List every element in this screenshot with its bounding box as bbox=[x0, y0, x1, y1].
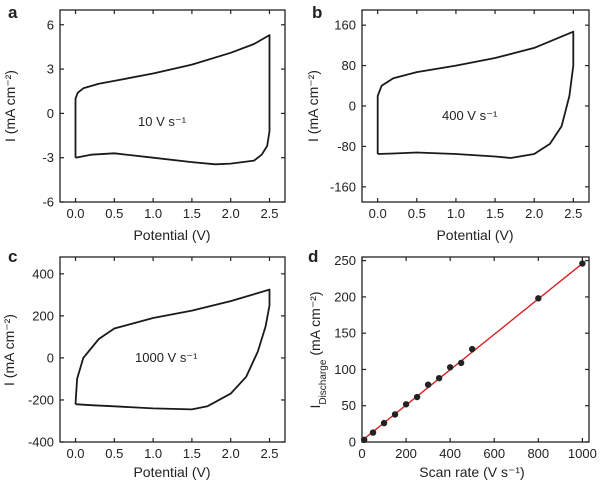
panel-d-data-point bbox=[361, 436, 368, 444]
panel-c-ytick-label: 400 bbox=[32, 266, 54, 281]
panel-d-data bbox=[361, 260, 586, 444]
panel-d-ylabel-main: I bbox=[307, 405, 323, 409]
panel-a-ticks: 0.0 0.5 1.0 1.5 2.0 2.5 -6 -3 0 3 6 bbox=[42, 10, 285, 221]
panel-a-ytick-label: 0 bbox=[47, 106, 54, 121]
panel-a-xtick-label: 1.5 bbox=[183, 206, 201, 221]
panel-d-data-point bbox=[535, 295, 542, 302]
panel-d-data-point bbox=[579, 260, 586, 267]
panel-c-xtick-label: 1.0 bbox=[144, 446, 162, 461]
panel-d-data-point bbox=[402, 401, 410, 408]
panel-c-frame bbox=[59, 256, 286, 443]
panel-a-ylabel: I (mA cm⁻²) bbox=[2, 70, 18, 142]
panel-d-ytick-label: 100 bbox=[334, 362, 356, 377]
panel-c-annotation: 1000 V s⁻¹ bbox=[135, 350, 198, 365]
panel-b-xtick-label: 2.0 bbox=[525, 206, 543, 221]
panel-b-ytick-label: -80 bbox=[337, 139, 356, 154]
panel-c-data bbox=[74, 288, 271, 411]
panel-b-xtick-label: 1.0 bbox=[447, 206, 465, 221]
panel-b-xlabel: Potential (V) bbox=[436, 227, 513, 243]
panel-d-ytick-label: 250 bbox=[334, 253, 356, 268]
panel-d-ytick-label: 50 bbox=[342, 398, 356, 413]
panel-b-xtick-label: 2.5 bbox=[564, 206, 582, 221]
panel-b-letter: b bbox=[312, 3, 322, 22]
panel-d-letter: d bbox=[308, 247, 318, 266]
panel-a-ytick-label: -6 bbox=[42, 195, 54, 210]
panel-c-cv-curve bbox=[74, 288, 271, 411]
panel-b-ytick-label: 80 bbox=[342, 58, 356, 73]
panel-d-xtick-label: 400 bbox=[439, 446, 461, 461]
panel-d-data-point bbox=[446, 364, 454, 371]
panel-a-xlabel: Potential (V) bbox=[133, 227, 210, 243]
panel-b-xtick-label: 0.5 bbox=[408, 206, 426, 221]
panel-c-xtick-label: 2.5 bbox=[260, 446, 278, 461]
panel-a-xtick-label: 0.5 bbox=[105, 206, 123, 221]
panel-d-frame bbox=[361, 256, 590, 443]
panel-d-xtick-label: 600 bbox=[483, 446, 505, 461]
panel-d-data-point bbox=[413, 393, 421, 401]
panel-a-cv-curve bbox=[74, 34, 271, 166]
panel-b-ytick-label: -160 bbox=[330, 179, 356, 194]
panel-b-ytick-label: 160 bbox=[334, 18, 356, 33]
panel-c: c 0.0 0.5 1.0 1.5 2.0 2.5 -400 -200 0 200 400 1000… bbox=[1, 247, 286, 480]
panel-a-frame bbox=[59, 9, 286, 203]
panel-c-xtick-label: 0.0 bbox=[66, 446, 84, 461]
panel-c-xtick-label: 1.5 bbox=[183, 446, 201, 461]
panel-a-letter: a bbox=[8, 3, 18, 22]
panel-d-ytick-label: 150 bbox=[334, 326, 356, 341]
panel-c-ytick-label: -400 bbox=[28, 435, 54, 450]
panel-a-ytick-label: -3 bbox=[42, 150, 54, 165]
panel-d-ytick-label: 200 bbox=[334, 289, 356, 304]
panel-d-ylabel-units: (mA cm⁻²) bbox=[307, 291, 323, 355]
panel-d-xtick-label: 1000 bbox=[568, 446, 597, 461]
panel-d-xtick-label: 200 bbox=[395, 446, 417, 461]
panel-c-ticks: 0.0 0.5 1.0 1.5 2.0 2.5 -400 -200 0 200 400 bbox=[28, 257, 285, 461]
panel-b-annotation: 400 V s⁻¹ bbox=[442, 108, 498, 123]
panel-d: d 0 200 400 600 800 1000 0 50 100 150 200 250 Scan … bbox=[307, 247, 597, 480]
panel-c-ylabel: I (mA cm⁻²) bbox=[1, 314, 17, 386]
panel-d-data-point bbox=[435, 374, 443, 382]
panel-d-data-point bbox=[457, 359, 465, 367]
panel-d-ytick-label: 0 bbox=[349, 435, 356, 450]
panel-b-xtick-label: 0.0 bbox=[369, 206, 387, 221]
panel-a-annotation: 10 V s⁻¹ bbox=[138, 114, 187, 129]
panel-b: b 0.0 0.5 1.0 1.5 2.0 2.5 -160 -80 0 80 160 400 V … bbox=[305, 3, 590, 243]
panel-c-xlabel: Potential (V) bbox=[133, 464, 210, 480]
panel-d-ylabel: IDischarge (mA cm⁻²) bbox=[307, 291, 329, 408]
panel-d-xtick-label: 0 bbox=[358, 446, 365, 461]
panel-c-xtick-label: 0.5 bbox=[105, 446, 123, 461]
panel-b-ytick-label: 0 bbox=[349, 99, 356, 114]
panel-a-xtick-label: 0.0 bbox=[66, 206, 84, 221]
panel-a-xtick-label: 2.5 bbox=[260, 206, 278, 221]
panel-d-data-point bbox=[424, 381, 432, 388]
panel-d-xlabel: Scan rate (V s⁻¹) bbox=[419, 464, 524, 480]
panel-c-xtick-label: 2.0 bbox=[222, 446, 240, 461]
panel-d-ylabel-subscript: Discharge bbox=[318, 359, 329, 404]
panel-b-xtick-label: 1.5 bbox=[486, 206, 504, 221]
panel-b-ticks: 0.0 0.5 1.0 1.5 2.0 2.5 -160 -80 0 80 160 bbox=[330, 10, 589, 221]
panel-d-xtick-label: 800 bbox=[527, 446, 549, 461]
panel-b-cv-curve bbox=[376, 30, 575, 159]
panel-c-ytick-label: 200 bbox=[32, 308, 54, 323]
panel-d-data-point bbox=[369, 429, 377, 436]
panel-a-xtick-label: 2.0 bbox=[222, 206, 240, 221]
panel-a: a 0.0 0.5 1.0 1.5 2.0 2.5 -6 -3 0 3 6 10 V s⁻¹ Pot… bbox=[2, 3, 286, 243]
panel-a-ytick-label: 3 bbox=[47, 62, 54, 77]
panel-d-data-point bbox=[391, 411, 399, 418]
panel-c-ytick-label: -200 bbox=[28, 392, 54, 407]
panel-c-letter: c bbox=[8, 247, 17, 266]
panel-b-data bbox=[376, 30, 575, 159]
panel-d-data-point bbox=[380, 419, 388, 427]
panel-a-ytick-label: 6 bbox=[47, 17, 54, 32]
panel-a-xtick-label: 1.0 bbox=[144, 206, 162, 221]
panel-a-data bbox=[74, 34, 271, 166]
panel-c-ytick-label: 0 bbox=[47, 350, 54, 365]
panel-d-data-point bbox=[468, 345, 476, 353]
panel-b-ylabel: I (mA cm⁻²) bbox=[305, 70, 321, 142]
